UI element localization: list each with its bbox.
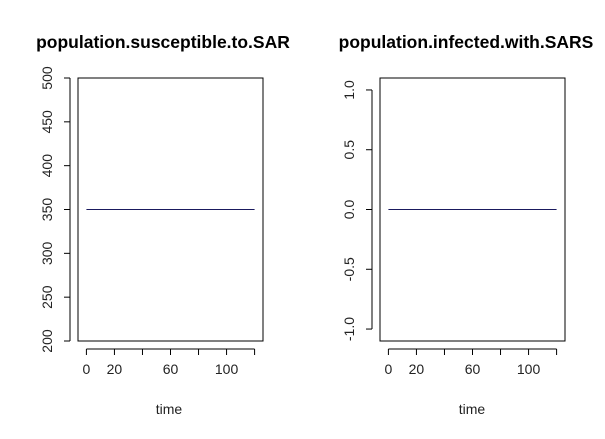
y-tick-label: 500 xyxy=(39,66,55,90)
x-axis-label: time xyxy=(459,401,486,417)
x-tick-label: 60 xyxy=(465,361,481,377)
x-axis-label: time xyxy=(156,401,183,417)
chart-title: population.susceptible.to.SAR xyxy=(36,32,290,52)
x-tick-label: 100 xyxy=(517,361,541,377)
x-tick-label: 0 xyxy=(83,361,91,377)
chart-title: population.infected.with.SARS xyxy=(339,32,594,52)
y-tick-label: 0.5 xyxy=(341,140,357,160)
x-tick-label: 20 xyxy=(409,361,425,377)
chart-panel-susceptible: population.susceptible.to.SAR 0 20 60 100 20… xyxy=(36,32,290,417)
plot-frame xyxy=(77,77,264,342)
x-tick-label: 0 xyxy=(385,361,393,377)
y-tick-label: 250 xyxy=(39,285,55,309)
y-tick-label: 0.0 xyxy=(341,200,357,220)
x-tick-label: 60 xyxy=(163,361,179,377)
x-tick-label: 20 xyxy=(107,361,123,377)
y-tick-label: 450 xyxy=(39,110,55,134)
y-tick-label: 300 xyxy=(39,241,55,265)
y-tick-label: 200 xyxy=(39,329,55,353)
y-tick-label: 400 xyxy=(39,154,55,178)
chart-panel-infected: population.infected.with.SARS 0 20 60 100 -1… xyxy=(339,32,594,417)
y-tick-label: 1.0 xyxy=(341,80,357,100)
y-tick-label: -0.5 xyxy=(341,257,357,281)
x-tick-label: 100 xyxy=(215,361,239,377)
plot-frame xyxy=(379,77,566,342)
y-tick-label: -1.0 xyxy=(341,317,357,341)
y-tick-label: 350 xyxy=(39,198,55,222)
